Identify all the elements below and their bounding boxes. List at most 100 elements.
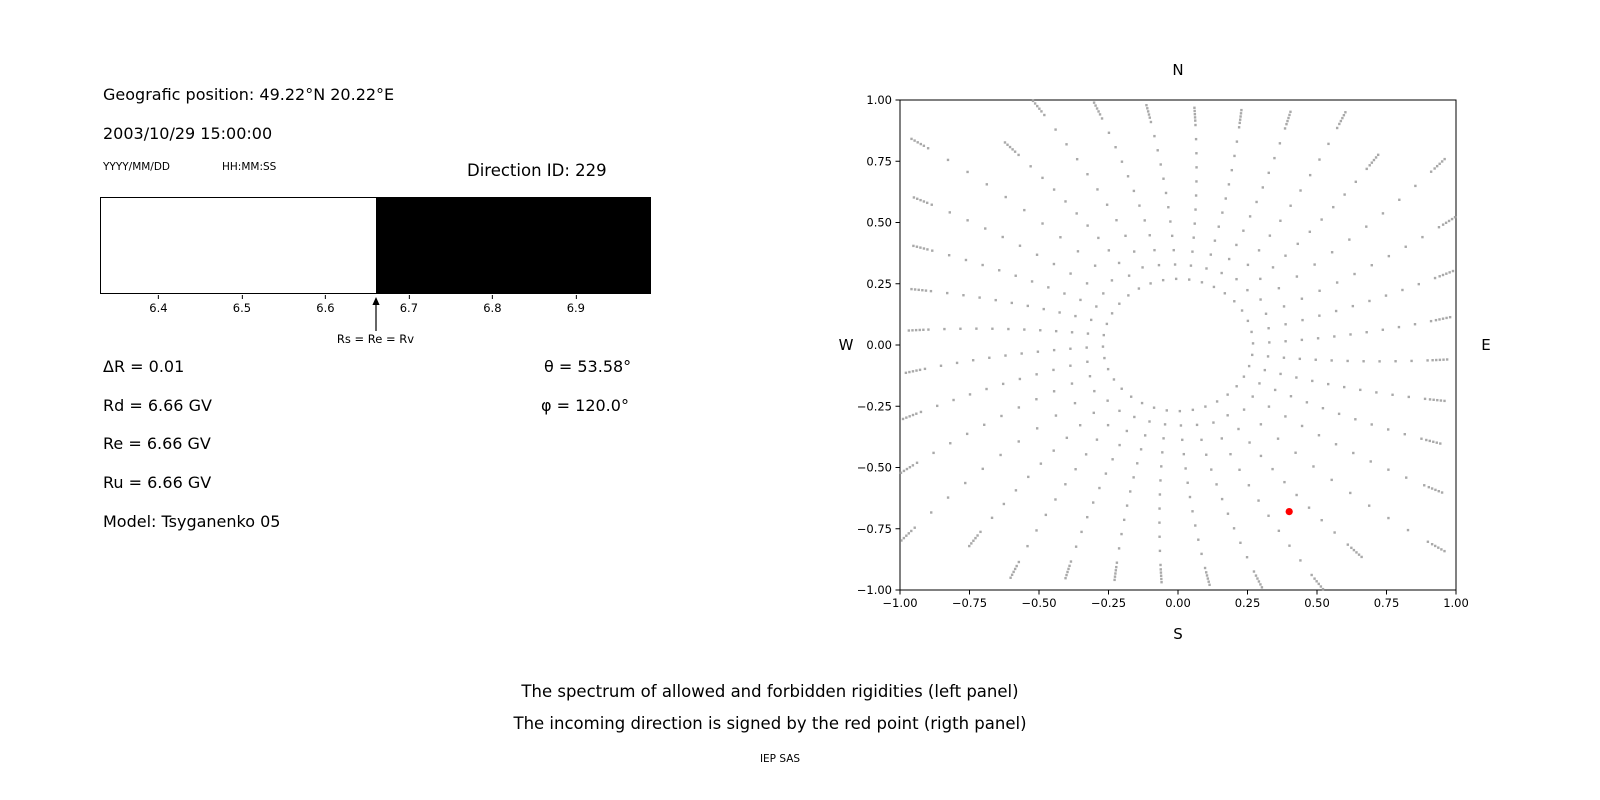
direction-dot (985, 387, 988, 391)
direction-dot (913, 526, 916, 529)
direction-dot (1195, 166, 1198, 169)
direction-dot (1273, 156, 1276, 160)
direction-dot (1026, 304, 1029, 308)
direction-dot (1282, 356, 1286, 359)
direction-dot (1299, 189, 1302, 192)
direction-dot (1118, 443, 1121, 447)
direction-dot (1094, 104, 1097, 107)
direction-dot (1333, 335, 1336, 338)
direction-dot (1285, 122, 1288, 126)
direction-dot (926, 147, 930, 150)
direction-dot (1440, 160, 1444, 163)
tick-mark (408, 295, 410, 299)
direction-dot (1210, 468, 1213, 471)
direction-dot (1194, 208, 1197, 211)
direction-dot (1407, 395, 1410, 399)
direction-dot (910, 287, 913, 291)
direction-dot (1133, 415, 1136, 419)
direction-dot (1237, 126, 1241, 129)
direction-dot (1035, 427, 1039, 430)
direction-dot (1159, 574, 1163, 578)
direction-dot (1451, 269, 1455, 273)
direction-dot (1149, 282, 1152, 285)
direction-dot (1277, 529, 1281, 533)
direction-dot (1132, 476, 1135, 479)
direction-dot (1267, 514, 1270, 517)
direction-dot (1334, 443, 1338, 446)
direction-dot (1429, 170, 1433, 173)
direction-dot (975, 327, 978, 330)
direction-dot (1296, 242, 1299, 246)
direction-dot (1359, 388, 1362, 392)
direction-dot (1403, 433, 1406, 436)
direction-dot (1114, 569, 1118, 572)
direction-dot (1439, 399, 1443, 402)
direction-dot (1330, 251, 1334, 254)
direction-dot (1188, 495, 1192, 499)
direction-dot (1205, 267, 1208, 270)
direction-dot (1098, 486, 1101, 490)
direction-dot (1437, 226, 1441, 229)
direction-dot (1436, 398, 1439, 402)
direction-dot (1229, 452, 1232, 456)
direction-dot (1052, 262, 1056, 266)
direction-dot (1257, 249, 1261, 252)
direction-dot (1441, 223, 1445, 226)
direction-dot (1346, 543, 1350, 546)
caption-line-1: The spectrum of allowed and forbidden ri… (521, 682, 1019, 701)
direction-dot (1122, 518, 1126, 522)
direction-dot (919, 410, 923, 414)
direction-dot (1212, 285, 1216, 289)
direction-dot (1248, 215, 1252, 218)
direction-dot (1085, 282, 1089, 285)
direction-dot (912, 244, 915, 248)
direction-dot (1178, 409, 1182, 413)
param-re: Re = 6.66 GV (103, 434, 211, 453)
direction-dot (1188, 278, 1191, 281)
direction-dot (1147, 113, 1151, 116)
direction-dot (1453, 216, 1457, 219)
direction-dot (1391, 393, 1394, 396)
direction-dot (1159, 568, 1162, 571)
direction-dot (1255, 200, 1258, 204)
direction-dot (1106, 423, 1110, 427)
y-tick-label: −0.75 (857, 522, 892, 536)
direction-dot (1195, 423, 1199, 427)
direction-dot (1012, 570, 1015, 574)
direction-dot (1173, 263, 1177, 266)
direction-dot (925, 201, 929, 205)
direction-dot (1335, 126, 1339, 130)
direction-dot (1319, 585, 1323, 588)
direction-dot (1220, 497, 1224, 501)
direction-dot (922, 200, 926, 203)
direction-dot (1221, 211, 1224, 214)
direction-dot (1165, 409, 1168, 412)
direction-dot (1330, 478, 1333, 482)
direction-dot (1075, 212, 1078, 215)
direction-dot (1428, 398, 1432, 401)
direction-dot (1284, 323, 1287, 326)
direction-dot (1156, 149, 1159, 152)
direction-dot (1125, 504, 1129, 507)
direction-dot (1443, 549, 1446, 553)
direction-dot (1203, 566, 1207, 570)
direction-dot (1174, 277, 1178, 281)
direction-dot (1204, 405, 1207, 408)
direction-dot (1018, 377, 1022, 381)
direction-dot (1370, 423, 1373, 426)
direction-dot (1245, 556, 1249, 559)
direction-dot (1124, 234, 1127, 238)
direction-dot (1298, 357, 1302, 361)
direction-dot (1350, 546, 1353, 550)
direction-dot (1441, 273, 1445, 277)
direction-dot (1440, 491, 1444, 494)
direction-dot (974, 536, 977, 540)
spectrum-x-tick: 6.5 (233, 295, 251, 315)
direction-dot (917, 288, 920, 292)
direction-dot (1117, 261, 1121, 265)
direction-dot (1207, 580, 1210, 583)
direction-dot (1246, 263, 1250, 267)
direction-dot (1013, 567, 1017, 571)
direction-dot (1252, 570, 1256, 573)
direction-dot (1439, 442, 1442, 445)
